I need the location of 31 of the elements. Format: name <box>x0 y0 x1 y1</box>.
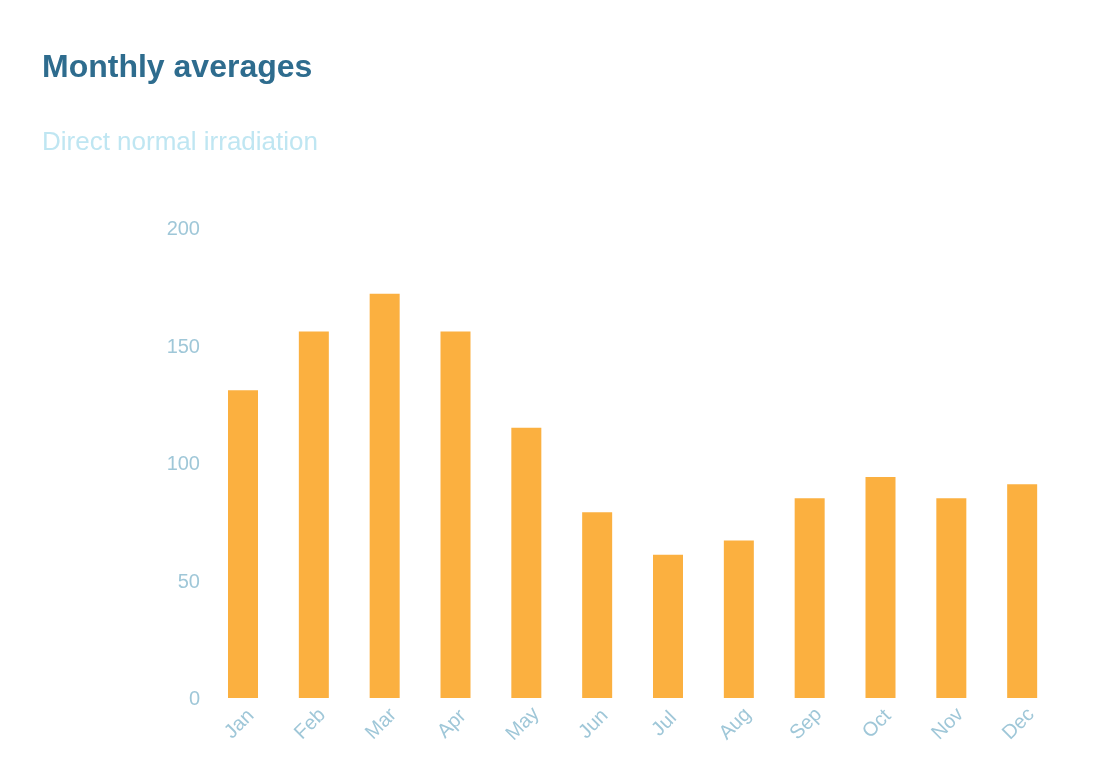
x-tick-label: Oct <box>857 703 896 742</box>
x-tick-label: Jan <box>219 703 258 743</box>
y-tick-label: 50 <box>177 569 200 592</box>
x-tick-label: Aug <box>713 702 755 744</box>
bar <box>369 293 400 698</box>
bar <box>228 390 258 698</box>
x-tick-label: Dec <box>997 702 1038 744</box>
y-tick-label: 100 <box>166 452 200 475</box>
bar <box>865 477 896 698</box>
x-tick-label: Jul <box>646 706 681 740</box>
bar <box>653 554 683 698</box>
y-tick-label: 0 <box>188 687 200 710</box>
x-tick-label: May <box>500 701 543 745</box>
bar <box>723 540 754 698</box>
x-tick-label: Mar <box>360 702 401 744</box>
x-tick-label: Feb <box>289 703 330 744</box>
y-tick-label: 150 <box>166 334 200 357</box>
bar <box>794 498 825 698</box>
chart-title: Monthly averages <box>42 48 313 85</box>
x-tick-label: Jun <box>573 703 612 743</box>
x-tick-label: Apr <box>432 704 470 742</box>
chart-subtitle: Direct normal irradiation <box>42 126 318 157</box>
x-tick-label: Sep <box>784 702 826 744</box>
bar <box>582 512 613 698</box>
x-tick-label: Nov <box>926 702 968 744</box>
bar <box>1007 484 1038 698</box>
y-tick-label: 200 <box>166 217 200 240</box>
bar <box>440 331 471 698</box>
bar <box>298 331 329 698</box>
bar <box>511 427 542 698</box>
bar <box>936 498 967 698</box>
